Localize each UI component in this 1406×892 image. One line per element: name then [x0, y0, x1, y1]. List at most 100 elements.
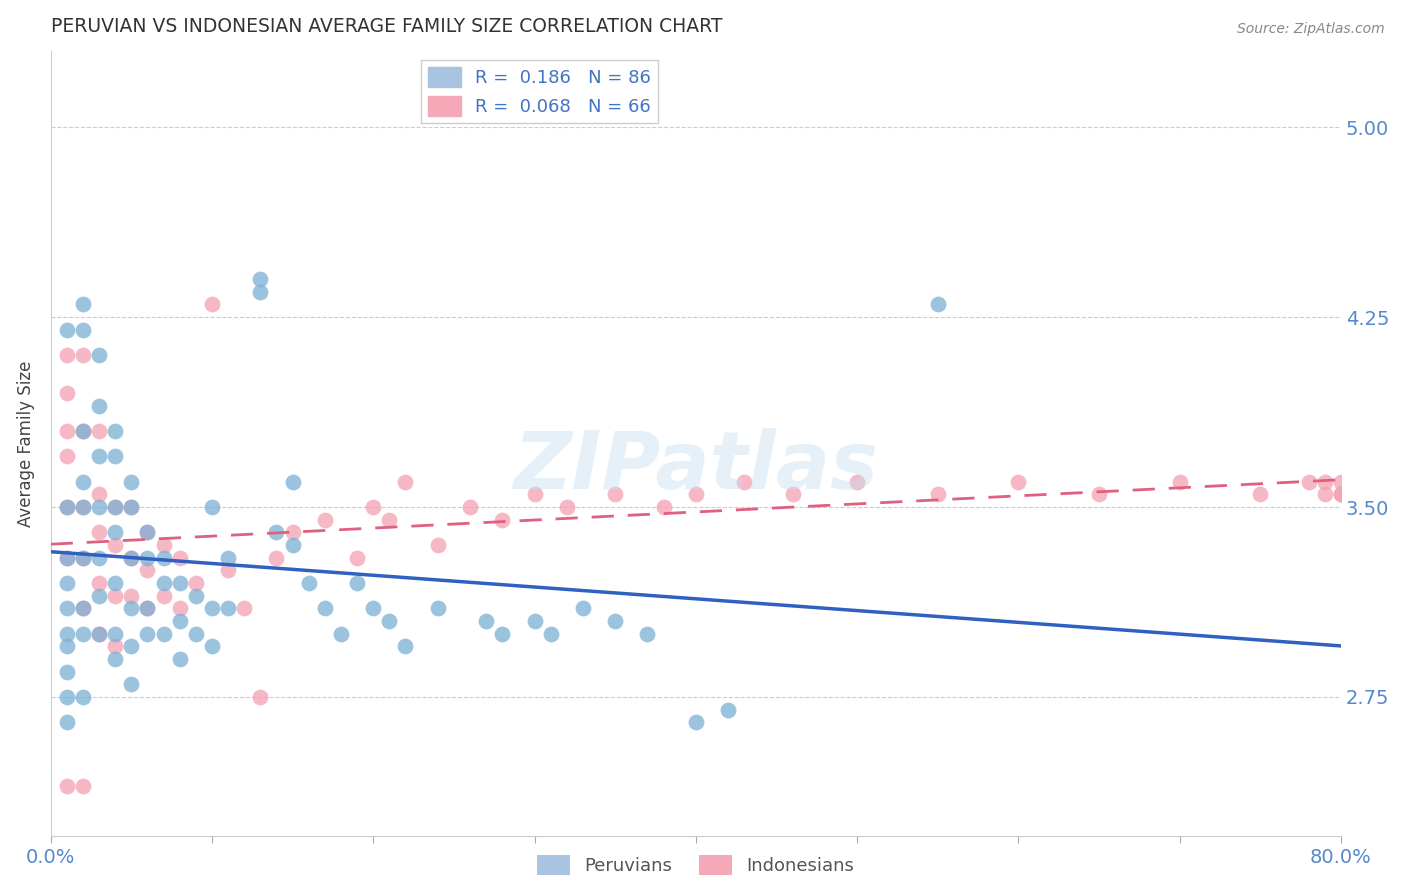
Point [152, 626, 174, 640]
Point [281, 525, 304, 540]
Point [87, 348, 110, 362]
Point [104, 424, 127, 438]
Point [72, 626, 94, 640]
Point [717, 703, 740, 717]
Point [605, 614, 627, 628]
Point [314, 601, 336, 615]
Point [72, 348, 94, 362]
Point [55, 348, 77, 362]
Point [72, 601, 94, 615]
Point [55, 576, 77, 591]
Point [55, 715, 77, 730]
Point [523, 614, 546, 628]
Point [361, 500, 384, 514]
Point [55, 386, 77, 401]
Point [55, 424, 77, 438]
Point [169, 652, 191, 666]
Point [169, 601, 191, 615]
Point [104, 589, 127, 603]
Point [298, 576, 321, 591]
Point [120, 550, 142, 565]
Point [87, 500, 110, 514]
Point [87, 626, 110, 640]
Point [55, 779, 77, 793]
Point [491, 626, 513, 640]
Point [201, 640, 224, 654]
Point [87, 576, 110, 591]
Point [378, 614, 401, 628]
Point [120, 475, 142, 489]
Point [87, 450, 110, 464]
Point [55, 550, 77, 565]
Point [120, 500, 142, 514]
Point [201, 601, 224, 615]
Point [169, 550, 191, 565]
Point [1168, 475, 1191, 489]
Point [426, 601, 449, 615]
Point [104, 640, 127, 654]
Point [314, 513, 336, 527]
Point [281, 538, 304, 552]
Point [55, 640, 77, 654]
Point [249, 285, 271, 299]
Point [555, 500, 578, 514]
Point [120, 550, 142, 565]
Point [1313, 475, 1336, 489]
Point [72, 550, 94, 565]
Point [55, 500, 77, 514]
Point [136, 525, 159, 540]
Point [217, 601, 239, 615]
Point [1088, 487, 1111, 501]
Point [201, 500, 224, 514]
Point [72, 297, 94, 311]
Point [136, 550, 159, 565]
Point [120, 601, 142, 615]
Point [458, 500, 481, 514]
Point [491, 513, 513, 527]
Point [136, 626, 159, 640]
Point [104, 576, 127, 591]
Point [733, 475, 755, 489]
Point [120, 640, 142, 654]
Point [136, 563, 159, 577]
Point [87, 424, 110, 438]
Point [104, 652, 127, 666]
Point [104, 626, 127, 640]
Point [201, 297, 224, 311]
Point [184, 626, 207, 640]
Point [120, 500, 142, 514]
Legend: Peruvians, Indonesians: Peruvians, Indonesians [530, 848, 862, 882]
Point [685, 715, 707, 730]
Point [55, 626, 77, 640]
Point [281, 475, 304, 489]
Point [330, 626, 353, 640]
Point [426, 538, 449, 552]
Point [55, 323, 77, 337]
Point [72, 475, 94, 489]
Point [72, 424, 94, 438]
Point [72, 779, 94, 793]
Point [605, 487, 627, 501]
Point [87, 589, 110, 603]
Point [782, 487, 804, 501]
Point [249, 690, 271, 704]
Point [152, 576, 174, 591]
Point [72, 424, 94, 438]
Point [846, 475, 869, 489]
Point [572, 601, 595, 615]
Point [87, 525, 110, 540]
Point [72, 550, 94, 565]
Point [217, 550, 239, 565]
Point [266, 525, 288, 540]
Point [523, 487, 546, 501]
Point [152, 550, 174, 565]
Point [72, 601, 94, 615]
Point [55, 550, 77, 565]
Point [927, 297, 949, 311]
Point [136, 525, 159, 540]
Point [1330, 475, 1353, 489]
Point [152, 538, 174, 552]
Point [1313, 487, 1336, 501]
Point [685, 487, 707, 501]
Point [1007, 475, 1029, 489]
